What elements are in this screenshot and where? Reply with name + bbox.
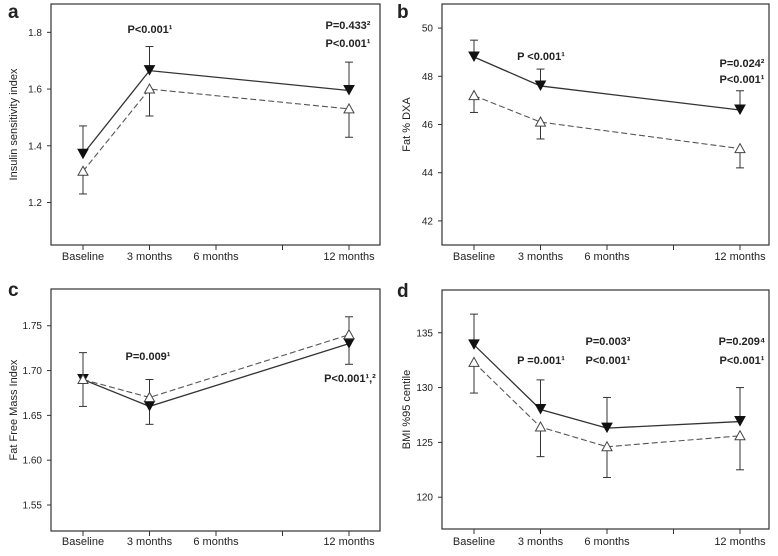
p-value-annotation: P=0.024² (720, 58, 765, 70)
x-tick-label: Baseline (453, 536, 495, 548)
data-point-open (343, 328, 355, 340)
y-axis-label: BMI %95 centile (401, 370, 413, 449)
x-tick-label: 6 months (584, 536, 630, 548)
y-axis-label: Insulin sensitivity index (8, 68, 20, 180)
y-tick-label: 1.4 (28, 141, 42, 152)
y-axis-label: Fat % DXA (401, 97, 413, 152)
x-tick-label: 12 months (714, 251, 766, 263)
data-point-open (601, 440, 613, 452)
data-point-filled (534, 80, 547, 91)
y-tick-label: 42 (422, 216, 434, 227)
data-point-open (143, 391, 156, 402)
data-point-open (468, 356, 480, 367)
y-tick-label: 44 (422, 168, 434, 179)
data-point-open (534, 421, 547, 432)
data-point-filled (734, 104, 746, 116)
plot-frame (441, 289, 770, 530)
data-point-open (468, 89, 480, 101)
data-point-filled (534, 404, 547, 415)
p-value-annotation: P=0.433² (326, 20, 371, 32)
y-tick-label: 1.60 (23, 456, 43, 467)
y-tick-label: 1.70 (23, 366, 43, 377)
y-tick-label: 1.75 (23, 321, 43, 332)
series-line-open (82, 88, 350, 172)
panel-a: a Insulin sensitivity index 1.2 1.4 1.6 1.8 Ba… (8, 2, 381, 263)
y-tick-label: 135 (416, 328, 433, 339)
p-value-annotation: P=0.209⁴ (719, 336, 766, 348)
x-tick-label: Baseline (453, 251, 495, 263)
y-tick-label: 130 (416, 383, 433, 394)
data-point-filled (468, 339, 480, 350)
data-point-open (343, 102, 355, 114)
data-point-filled (143, 65, 156, 76)
series-line-filled (473, 344, 741, 429)
x-tick-label: Baseline (62, 536, 104, 548)
y-tick-label: 1.8 (28, 28, 42, 39)
panel-letter: c (8, 280, 19, 301)
data-point-open (534, 116, 547, 127)
x-tick-label: 12 months (714, 536, 766, 548)
x-tick-label: 12 months (323, 251, 375, 263)
y-tick-label: 50 (422, 24, 434, 35)
x-tick-label: 3 months (518, 536, 564, 548)
y-tick-label: 1.2 (28, 198, 42, 209)
panel-letter: d (397, 281, 409, 302)
y-tick-label: 120 (416, 493, 433, 504)
x-tick-label: Baseline (62, 251, 104, 263)
p-value-annotation: P <0.001¹ (517, 51, 565, 63)
p-value-annotation: P=0.003³ (586, 336, 631, 348)
panel-letter: a (8, 2, 19, 23)
panel-b: b Fat % DXA 42 44 46 48 50 Baseline 3 months 6 mo… (397, 2, 770, 263)
panel-d: d BMI %95 centile 120 125 130 135 Baseline 3 mo… (397, 281, 770, 548)
p-value-annotation: P<0.001¹ (720, 355, 765, 367)
plot-frame (50, 288, 381, 532)
data-point-filled (343, 338, 355, 349)
data-point-filled (601, 422, 613, 434)
data-point-open (77, 165, 89, 176)
p-value-annotation: P<0.001¹,² (324, 373, 376, 385)
y-tick-label: 1.65 (23, 411, 43, 422)
p-value-annotation: P=0.009¹ (126, 351, 171, 363)
x-tick-label: 6 months (193, 251, 239, 263)
y-axis-label: Fat Free Mass Index (8, 359, 20, 460)
x-tick-label: 12 months (323, 536, 375, 548)
data-point-filled (343, 84, 355, 96)
y-tick-label: 46 (422, 120, 434, 131)
p-value-annotation: P<0.001¹ (720, 74, 765, 86)
y-tick-label: 1.55 (23, 501, 43, 512)
data-point-open (143, 83, 156, 94)
y-tick-label: 1.6 (28, 85, 42, 96)
x-tick-label: 3 months (127, 251, 173, 263)
series-line-open (473, 95, 741, 150)
p-value-annotation: P =0.001¹ (517, 355, 565, 367)
x-tick-label: 6 months (193, 536, 239, 548)
x-tick-label: 3 months (127, 536, 173, 548)
data-point-open (734, 429, 746, 441)
series-line-open (82, 334, 350, 399)
data-point-open (77, 373, 89, 385)
data-point-filled (734, 416, 746, 427)
x-tick-label: 3 months (518, 251, 564, 263)
y-tick-label: 125 (416, 438, 433, 449)
p-value-annotation: P<0.001¹ (586, 355, 631, 367)
data-point-open (734, 142, 746, 154)
panel-letter: b (397, 2, 409, 23)
series-line-filled (82, 69, 350, 155)
series-line-filled (473, 56, 741, 111)
series-line-open (473, 361, 741, 448)
data-point-filled (77, 148, 89, 160)
data-point-filled (468, 51, 480, 63)
p-value-annotation: P<0.001¹ (326, 38, 371, 50)
y-tick-label: 48 (422, 72, 434, 83)
x-tick-label: 6 months (584, 251, 630, 263)
panel-c: c Fat Free Mass Index 1.55 1.60 1.65 1.70 1.75… (8, 280, 381, 548)
p-value-annotation: P<0.001¹ (128, 24, 173, 36)
series-line-filled (82, 343, 350, 408)
plot-frame (441, 3, 770, 246)
